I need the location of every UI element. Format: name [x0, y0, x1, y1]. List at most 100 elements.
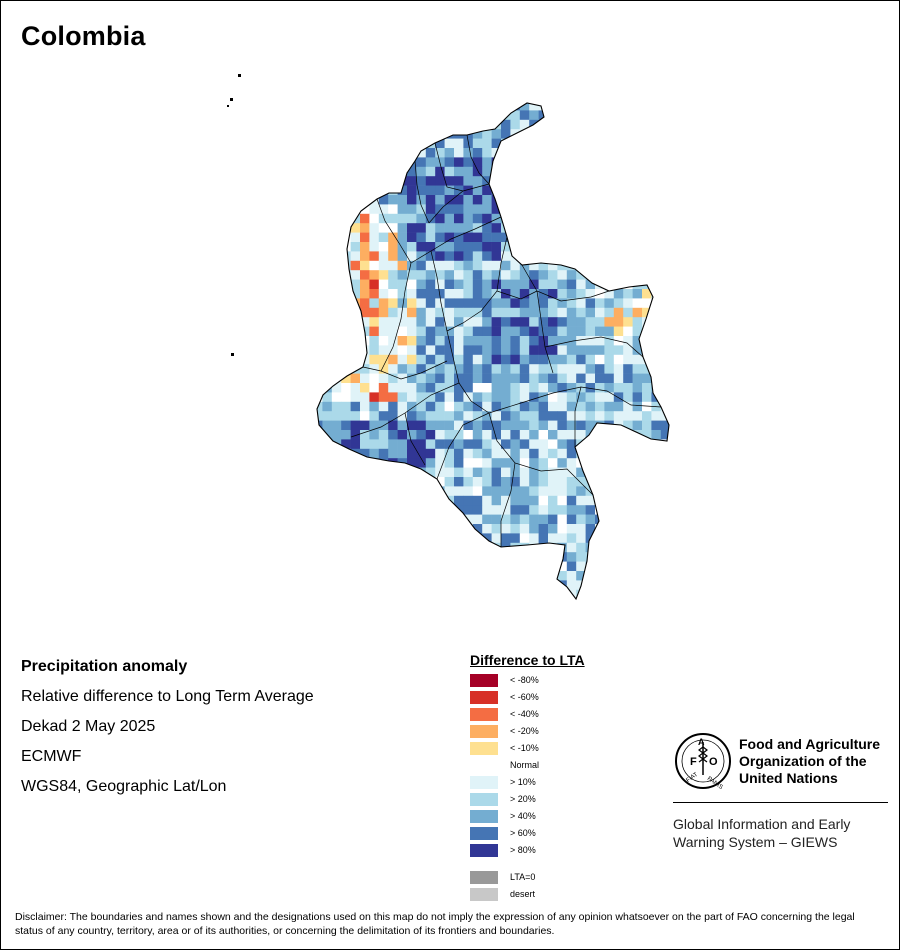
anomaly-pixel [322, 411, 333, 421]
anomaly-pixel [463, 119, 474, 130]
anomaly-pixel [454, 157, 464, 168]
anomaly-pixel [444, 176, 455, 186]
anomaly-pixel [585, 157, 596, 168]
anomaly-pixel [444, 260, 455, 271]
anomaly-pixel [585, 148, 596, 158]
anomaly-pixel [623, 542, 633, 553]
anomaly-pixel [529, 477, 539, 487]
anomaly-pixel [632, 119, 643, 130]
anomaly-pixel [604, 514, 615, 525]
anomaly-pixel [341, 242, 351, 252]
anomaly-pixel [407, 383, 417, 393]
anomaly-pixel [510, 354, 521, 365]
anomaly-pixel [651, 533, 662, 544]
anomaly-pixel [557, 505, 568, 515]
anomaly-pixel [519, 317, 530, 327]
anomaly-pixel [538, 166, 549, 177]
anomaly-pixel [660, 420, 669, 431]
anomaly-pixel [416, 289, 427, 299]
anomaly-pixel [660, 589, 669, 599]
anomaly-pixel [585, 439, 596, 450]
anomaly-pixel [623, 213, 633, 224]
anomaly-pixel [454, 401, 464, 412]
anomaly-pixel [369, 242, 380, 252]
anomaly-pixel [397, 307, 408, 318]
anomaly-pixel [491, 326, 502, 337]
anomaly-pixel [360, 467, 370, 478]
legend-swatch [470, 742, 498, 755]
anomaly-pixel [501, 439, 511, 450]
anomaly-pixel [632, 223, 643, 233]
anomaly-pixel [623, 110, 633, 121]
anomaly-pixel [623, 157, 633, 168]
anomaly-pixel [341, 580, 351, 591]
anomaly-pixel [557, 213, 568, 224]
anomaly-pixel [642, 448, 652, 459]
anomaly-pixel [482, 486, 492, 497]
anomaly-pixel [510, 279, 521, 290]
anomaly-pixel [491, 392, 502, 403]
anomaly-pixel [350, 195, 361, 205]
anomaly-pixel [519, 260, 530, 271]
anomaly-pixel [425, 298, 436, 309]
anomaly-pixel [397, 364, 408, 374]
anomaly-pixel [444, 289, 455, 299]
anomaly-pixel [595, 195, 605, 205]
anomaly-pixel [472, 185, 483, 196]
anomaly-pixel [454, 119, 464, 130]
fao-letter-o: O [709, 756, 718, 768]
anomaly-pixel [425, 458, 436, 468]
anomaly-pixel [454, 138, 464, 149]
anomaly-pixel [632, 552, 643, 562]
anomaly-pixel [341, 533, 351, 544]
legend-swatch [470, 776, 498, 789]
anomaly-pixel [350, 430, 361, 440]
anomaly-pixel [482, 279, 492, 290]
anomaly-pixel [519, 401, 530, 412]
anomaly-pixel [576, 298, 586, 309]
anomaly-pixel [510, 103, 521, 111]
anomaly-pixel [613, 589, 624, 599]
anomaly-pixel [416, 420, 427, 431]
anomaly-pixel [463, 166, 474, 177]
anomaly-pixel [566, 157, 577, 168]
anomaly-pixel [360, 223, 370, 233]
anomaly-pixel [548, 138, 558, 149]
anomaly-pixel [529, 129, 539, 139]
anomaly-pixel [538, 195, 549, 205]
anomaly-pixel [482, 542, 492, 553]
anomaly-pixel [331, 354, 342, 365]
anomaly-pixel [425, 260, 436, 271]
anomaly-pixel [623, 430, 633, 440]
anomaly-pixel [623, 242, 633, 252]
anomaly-pixel [360, 204, 370, 215]
anomaly-pixel [623, 251, 633, 262]
anomaly-pixel [317, 148, 323, 158]
anomaly-pixel [501, 204, 511, 215]
anomaly-pixel [425, 223, 436, 233]
anomaly-pixel [388, 354, 398, 365]
anomaly-pixel [491, 251, 502, 262]
anomaly-pixel [369, 430, 380, 440]
anomaly-pixel [529, 439, 539, 450]
anomaly-pixel [454, 176, 464, 186]
anomaly-pixel [576, 364, 586, 374]
anomaly-pixel [660, 448, 669, 459]
anomaly-pixel [557, 270, 568, 280]
anomaly-pixel [538, 373, 549, 384]
anomaly-pixel [407, 298, 417, 309]
anomaly-pixel [444, 354, 455, 365]
anomaly-pixel [388, 176, 398, 186]
anomaly-pixel [350, 383, 361, 393]
anomaly-pixel [632, 176, 643, 186]
anomaly-pixel [642, 119, 652, 130]
anomaly-pixel [501, 401, 511, 412]
anomaly-pixel [660, 119, 669, 130]
anomaly-pixel [416, 552, 427, 562]
anomaly-pixel [519, 345, 530, 356]
anomaly-pixel [557, 411, 568, 421]
anomaly-pixel [623, 589, 633, 599]
anomaly-pixel [632, 232, 643, 243]
anomaly-pixel [341, 336, 351, 346]
anomaly-pixel [660, 270, 669, 280]
